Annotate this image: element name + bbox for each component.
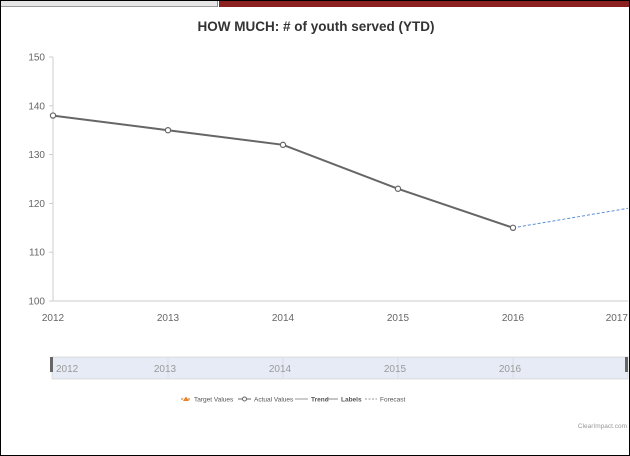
data-point-marker[interactable] [509, 224, 517, 231]
tab-inactive[interactable] [1, 1, 218, 7]
series-layer [49, 112, 629, 231]
navigator-tick-label: 2016 [499, 364, 522, 375]
legend-item-trend[interactable]: Trend [295, 397, 329, 404]
series-line-forecast [512, 207, 629, 229]
x-tick-label: 2015 [387, 313, 410, 324]
tab-active[interactable] [219, 1, 629, 7]
x-tick-label: 2016 [502, 313, 525, 324]
navigator-handle-right[interactable] [625, 357, 628, 372]
x-tick-label: 2017 [606, 313, 629, 324]
x-tick-label: 2012 [42, 313, 65, 324]
x-tick-label: 2013 [157, 313, 180, 324]
navigator-tick-label: 2013 [154, 364, 177, 375]
range-navigator[interactable]: 2012 2013 2014 2015 2016 [50, 356, 629, 380]
legend-label-trend: Trend [311, 397, 329, 404]
x-tick-label: 2014 [272, 313, 295, 324]
series-line-actual [52, 114, 514, 229]
navigator-ticks: 2012 2013 2014 2015 2016 [56, 358, 522, 378]
y-tick-label: 100 [28, 297, 45, 308]
navigator-track[interactable] [51, 356, 629, 380]
legend-item-actual[interactable]: Actual Values [238, 396, 294, 404]
navigator-tick-label: 2012 [56, 364, 79, 375]
y-tick-label: 150 [28, 53, 45, 64]
legend-item-target[interactable]: Target Values [181, 396, 234, 404]
data-point-marker[interactable] [394, 185, 402, 192]
y-tick-label: 120 [28, 199, 45, 210]
legend-label-forecast: Forecast [380, 397, 405, 404]
data-point-marker[interactable] [164, 126, 172, 134]
credit-link[interactable]: ClearImpact.com [578, 423, 627, 430]
tab-strip [1, 1, 629, 7]
legend: Target Values Actual Values Trend Labels… [181, 396, 405, 404]
y-tick-label: 110 [29, 248, 45, 259]
chart-title: HOW MUCH: # of youth served (YTD) [197, 19, 434, 34]
y-tick-label: 130 [28, 150, 45, 161]
navigator-tick-label: 2015 [384, 364, 407, 375]
y-axis: 100 110 120 130 140 150 [28, 53, 54, 308]
legend-label-actual: Actual Values [254, 397, 294, 404]
navigator-handle-left[interactable] [50, 357, 53, 372]
x-axis: 2012 2013 2014 2015 2016 2017 [42, 300, 629, 324]
data-point-marker[interactable] [279, 141, 287, 149]
y-tick-label: 140 [28, 101, 45, 112]
data-point-marker[interactable] [49, 112, 57, 119]
legend-label-target: Target Values [194, 397, 234, 404]
legend-item-labels[interactable]: Labels [325, 397, 362, 404]
legend-label-labels: Labels [341, 397, 362, 404]
navigator-tick-label: 2014 [269, 364, 292, 375]
legend-item-forecast[interactable]: Forecast [365, 397, 405, 404]
